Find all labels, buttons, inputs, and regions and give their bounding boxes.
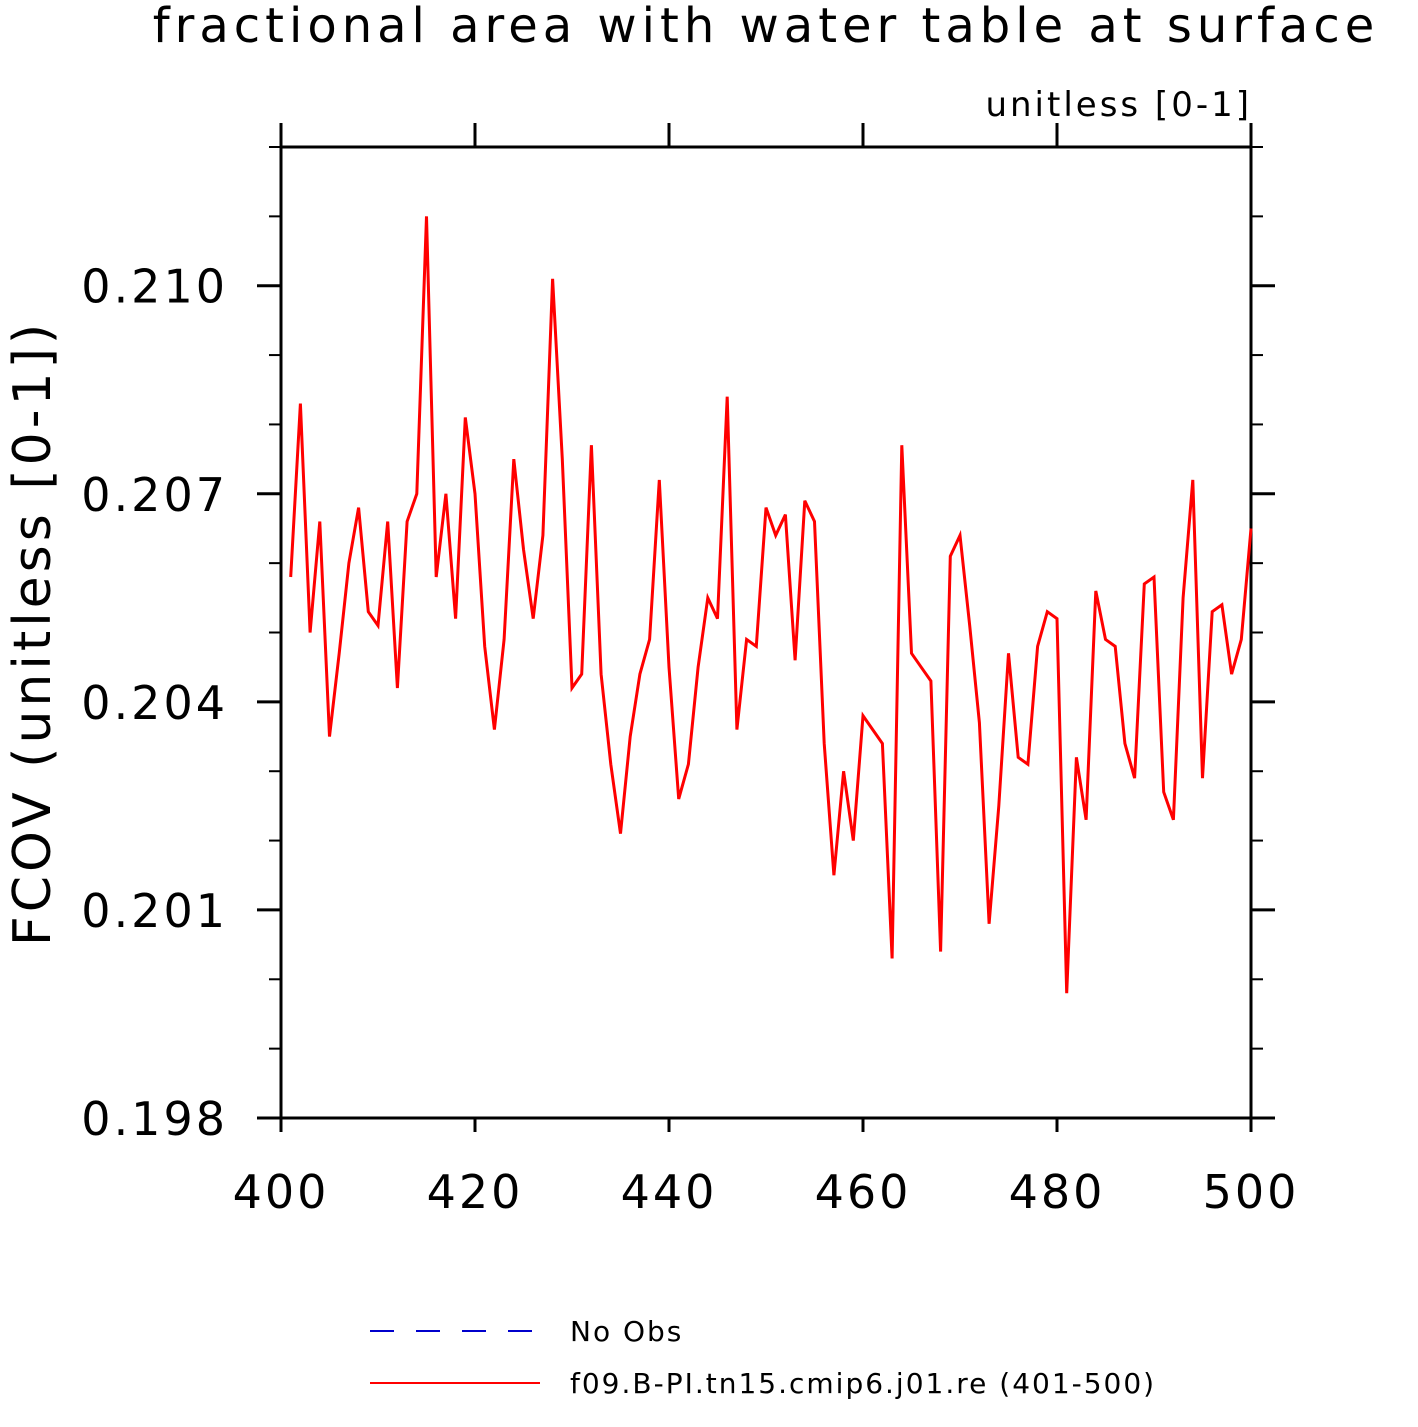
- y-tick-label: 0.198: [81, 1092, 228, 1146]
- x-tick-label: 460: [815, 1165, 912, 1219]
- y-tick-label: 0.201: [81, 884, 228, 938]
- x-tick-label: 480: [1009, 1165, 1106, 1219]
- legend-label: f09.B-PI.tn15.cmip6.j01.re (401-500): [570, 1367, 1156, 1400]
- y-tick-label: 0.204: [81, 676, 228, 730]
- y-axis-label: FCOV (unitless [0-1]): [3, 320, 63, 946]
- axis-ticks: [257, 123, 1275, 1132]
- x-tick-label: 420: [427, 1165, 524, 1219]
- legend: No Obs f09.B-PI.tn15.cmip6.j01.re (401-50…: [370, 1315, 1156, 1400]
- x-tick-label: 500: [1203, 1165, 1300, 1219]
- x-tick-label: 440: [621, 1165, 718, 1219]
- y-tick-label: 0.207: [81, 468, 228, 522]
- legend-label: No Obs: [570, 1315, 683, 1348]
- chart-subtitle: unitless [0-1]: [985, 85, 1252, 125]
- series-lines: [289, 216, 1253, 994]
- series-line: [289, 216, 1253, 994]
- y-tick-label: 0.210: [81, 260, 228, 314]
- x-tick-label: 400: [233, 1165, 330, 1219]
- tick-labels: 400 420 440 460 480 500 0.198 0.201 0.204 0.207 0.…: [81, 260, 1300, 1219]
- chart-title: fractional area with water table at surf…: [153, 0, 1380, 54]
